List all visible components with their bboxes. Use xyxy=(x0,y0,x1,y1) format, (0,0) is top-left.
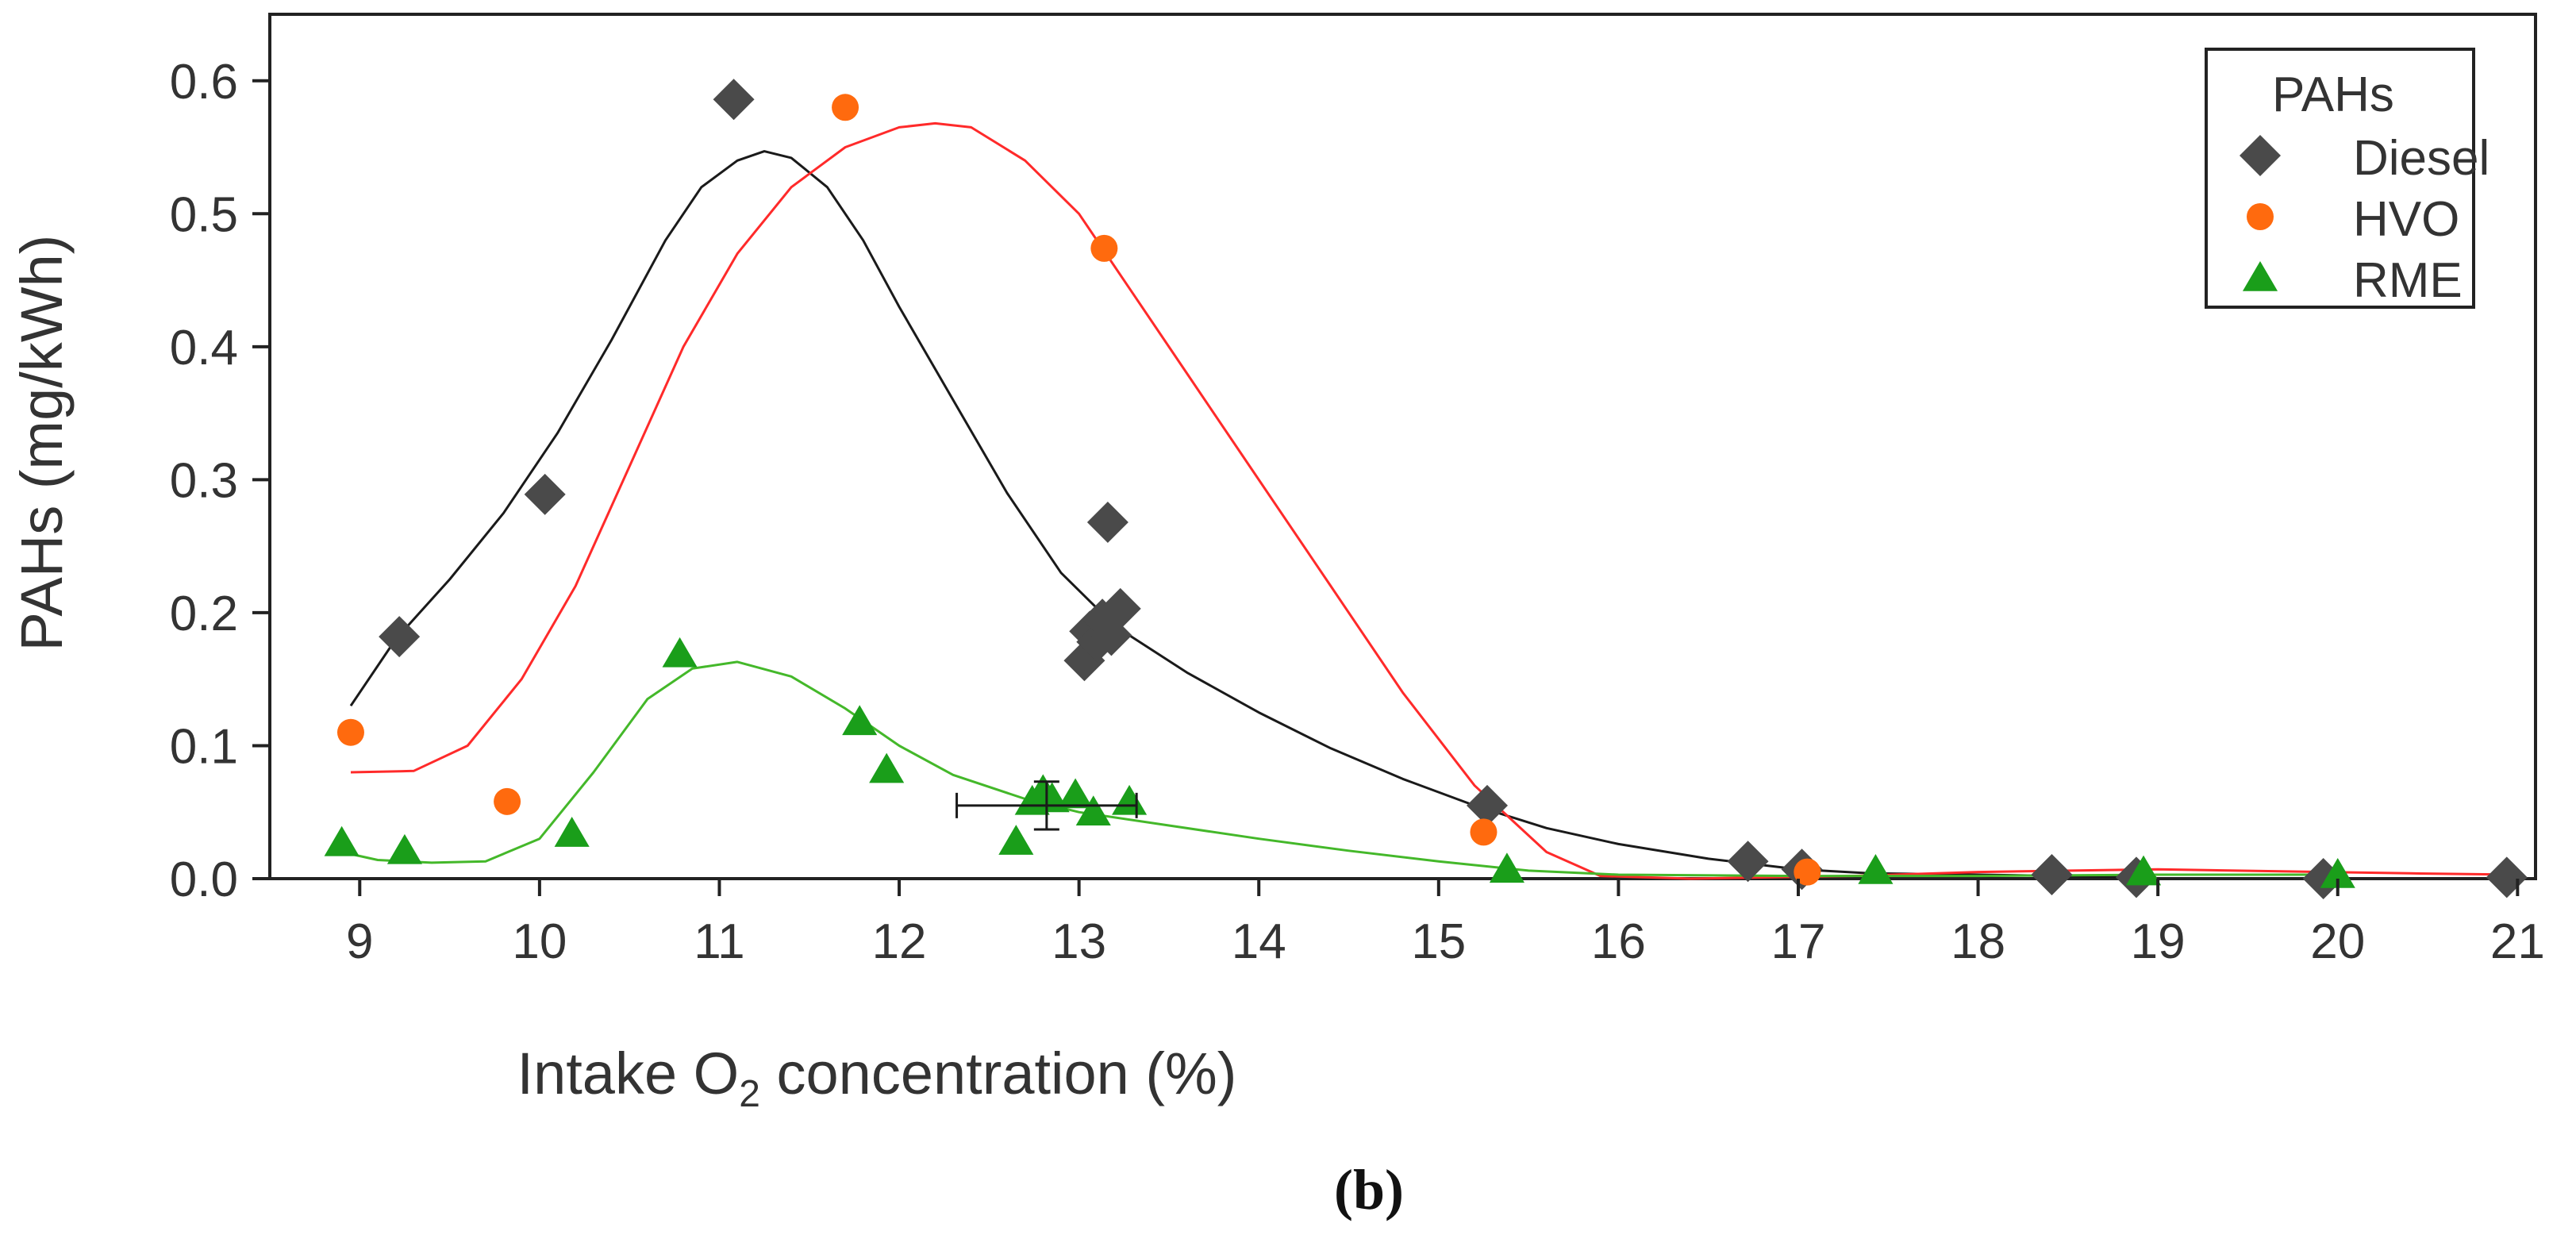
legend-label-rme: RME xyxy=(2353,253,2463,308)
y-tick-label: 0.6 xyxy=(170,55,238,110)
data-point-hvo xyxy=(832,94,859,121)
x-tick-label: 12 xyxy=(872,914,927,969)
y-tick-label: 0.1 xyxy=(170,719,238,774)
data-point-diesel xyxy=(713,79,755,121)
data-point-hvo xyxy=(1090,234,1118,262)
y-tick-label: 0.4 xyxy=(170,321,238,375)
axes xyxy=(268,13,2537,880)
data-point-rme xyxy=(662,637,698,668)
legend-marker-hvo xyxy=(2247,203,2274,230)
data-point-diesel xyxy=(379,616,421,658)
data-point-rme xyxy=(1075,795,1111,826)
tick-labels: 9 10 11 12 13 14 15 16 17 18 19 20 21 0.0 0.1 0.2 0.3 0.4… xyxy=(170,55,2545,969)
y-tick-label: 0.3 xyxy=(170,453,238,508)
figure-caption: (b) xyxy=(1334,1158,1404,1222)
y-tick-label: 0.5 xyxy=(170,187,238,242)
x-axis-title-suffix: concentration (%) xyxy=(760,1041,1237,1106)
legend-label-hvo: HVO xyxy=(2353,192,2459,247)
data-point-hvo xyxy=(494,787,521,815)
x-tick-label: 13 xyxy=(1052,914,1106,969)
data-point-rme xyxy=(1858,853,1894,884)
legend-marker-diesel xyxy=(2240,135,2281,176)
legend-label-diesel: Diesel xyxy=(2353,131,2489,186)
data-points xyxy=(324,79,2528,899)
data-point-rme xyxy=(869,752,905,783)
fit-line-rme xyxy=(341,660,2338,878)
plot-frame xyxy=(268,13,2537,880)
x-tick-label: 18 xyxy=(1951,914,2005,969)
y-axis-title: PAHs (mg/kWh) xyxy=(9,235,75,652)
data-point-rme xyxy=(554,817,590,847)
data-point-hvo xyxy=(336,718,364,746)
data-point-diesel xyxy=(1727,841,1769,883)
data-point-diesel xyxy=(2031,853,2073,895)
legend-title: PAHs xyxy=(2272,67,2394,122)
x-tick-label: 15 xyxy=(1411,914,1466,969)
x-axis-title-prefix: Intake O xyxy=(517,1041,740,1106)
data-point-hvo xyxy=(1470,818,1498,846)
fit-line-diesel xyxy=(349,150,2140,879)
error-bar-group xyxy=(955,780,1138,831)
data-point-diesel xyxy=(2486,856,2528,898)
fit-lines xyxy=(341,121,2518,880)
x-tick-label: 10 xyxy=(512,914,567,969)
x-tick-label: 19 xyxy=(2131,914,2186,969)
data-point-rme xyxy=(1058,778,1094,809)
x-tick-label: 14 xyxy=(1232,914,1286,969)
x-axis-title-subscript: 2 xyxy=(739,1073,760,1115)
x-tick-label: 11 xyxy=(694,914,744,969)
x-tick-label: 20 xyxy=(2310,914,2365,969)
x-axis-title: Intake O2 concentration (%) xyxy=(517,1041,1237,1115)
data-point-rme xyxy=(324,825,359,856)
data-point-rme xyxy=(998,825,1034,855)
x-tick-label: 9 xyxy=(346,914,373,969)
x-tick-label: 17 xyxy=(1771,914,1826,969)
data-point-hvo xyxy=(1794,858,1821,886)
data-point-rme xyxy=(1112,784,1148,815)
data-point-rme xyxy=(2320,857,2355,888)
data-point-rme xyxy=(386,833,422,864)
data-point-diesel xyxy=(1099,587,1141,629)
fit-line-hvo xyxy=(350,121,2518,880)
legend-entries: Diesel HVO RME xyxy=(2240,131,2489,308)
data-point-rme xyxy=(1489,852,1524,883)
data-point-rme xyxy=(2125,855,2162,886)
x-tick-label: 21 xyxy=(2490,914,2545,969)
legend-box xyxy=(2205,48,2475,309)
legend-marker-rme xyxy=(2242,261,2278,291)
data-point-rme xyxy=(842,705,878,736)
x-tick-label: 16 xyxy=(1591,914,1646,969)
data-point-diesel xyxy=(1086,501,1128,543)
legend: PAHs Diesel HVO RME xyxy=(2205,48,2489,309)
y-tick-label: 0.0 xyxy=(170,852,238,907)
data-point-diesel xyxy=(524,473,566,515)
data-point-diesel xyxy=(1466,784,1508,826)
y-tick-label: 0.2 xyxy=(170,587,238,641)
